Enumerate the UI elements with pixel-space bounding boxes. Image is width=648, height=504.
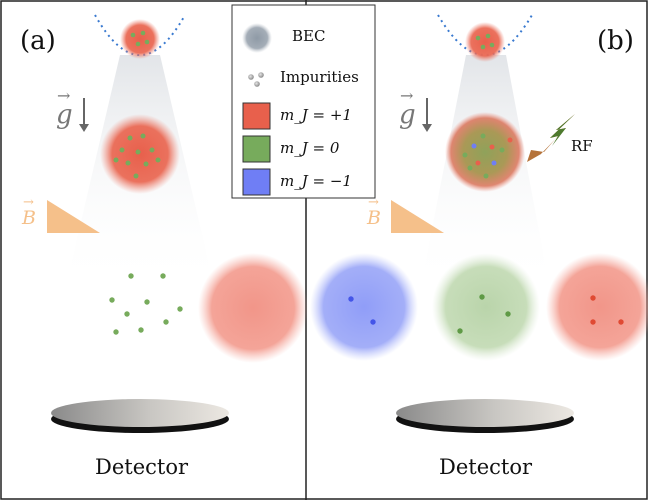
detector-b <box>396 399 574 427</box>
trapped-cloud-a <box>120 19 160 59</box>
legend <box>231 4 376 199</box>
cloud-mj-minus <box>310 253 418 361</box>
legend-swatch-mj-minus <box>242 168 271 196</box>
rf-pulse-icon <box>527 114 575 162</box>
falling-cloud-b <box>445 112 525 192</box>
panel-b <box>310 14 648 433</box>
trap-potential-a <box>94 14 186 56</box>
legend-impurities-label: Impurities <box>280 68 359 86</box>
panel-label-b: (b) <box>597 26 634 56</box>
rf-label: RF <box>571 137 593 155</box>
separated-impurities <box>348 294 624 334</box>
legend-swatch-mj-plus <box>242 102 271 130</box>
expanded-cloud-a <box>198 253 308 363</box>
falling-impurities-b <box>462 133 513 179</box>
legend-mj-minus-label: m_J = −1 <box>280 172 352 190</box>
gravity-symbol-a: → g <box>56 86 73 130</box>
legend-mj-zero-label: m_J = 0 <box>280 139 340 157</box>
expanded-impurities-a <box>109 273 183 335</box>
field-gradient-wedge-a <box>47 200 100 233</box>
trapped-impurities-a <box>130 30 150 47</box>
falling-cloud-a <box>100 114 180 194</box>
trapped-cloud-b <box>465 22 505 62</box>
gravity-symbol-b: → g <box>399 86 416 130</box>
panel-label-a: (a) <box>20 26 56 56</box>
legend-swatch-mj-zero <box>242 135 271 163</box>
legend-impurities-swatch <box>248 72 264 87</box>
trap-potential-b <box>437 14 533 56</box>
legend-mj-plus-label: m_J = +1 <box>280 106 352 124</box>
field-symbol-b: → B <box>367 195 381 229</box>
detector-a <box>51 399 229 427</box>
falling-impurities-a <box>113 133 161 179</box>
field-gradient-wedge-b <box>391 200 444 233</box>
field-symbol-a: → B <box>22 195 36 229</box>
panel-a <box>47 14 308 433</box>
legend-bec-label: BEC <box>292 27 326 45</box>
cloud-mj-zero <box>432 253 540 361</box>
cloud-mj-plus <box>546 253 648 361</box>
detector-label-a: Detector <box>95 455 189 479</box>
trapped-impurities-b <box>475 33 495 50</box>
legend-bec-swatch <box>242 23 272 53</box>
detector-label-b: Detector <box>439 455 533 479</box>
